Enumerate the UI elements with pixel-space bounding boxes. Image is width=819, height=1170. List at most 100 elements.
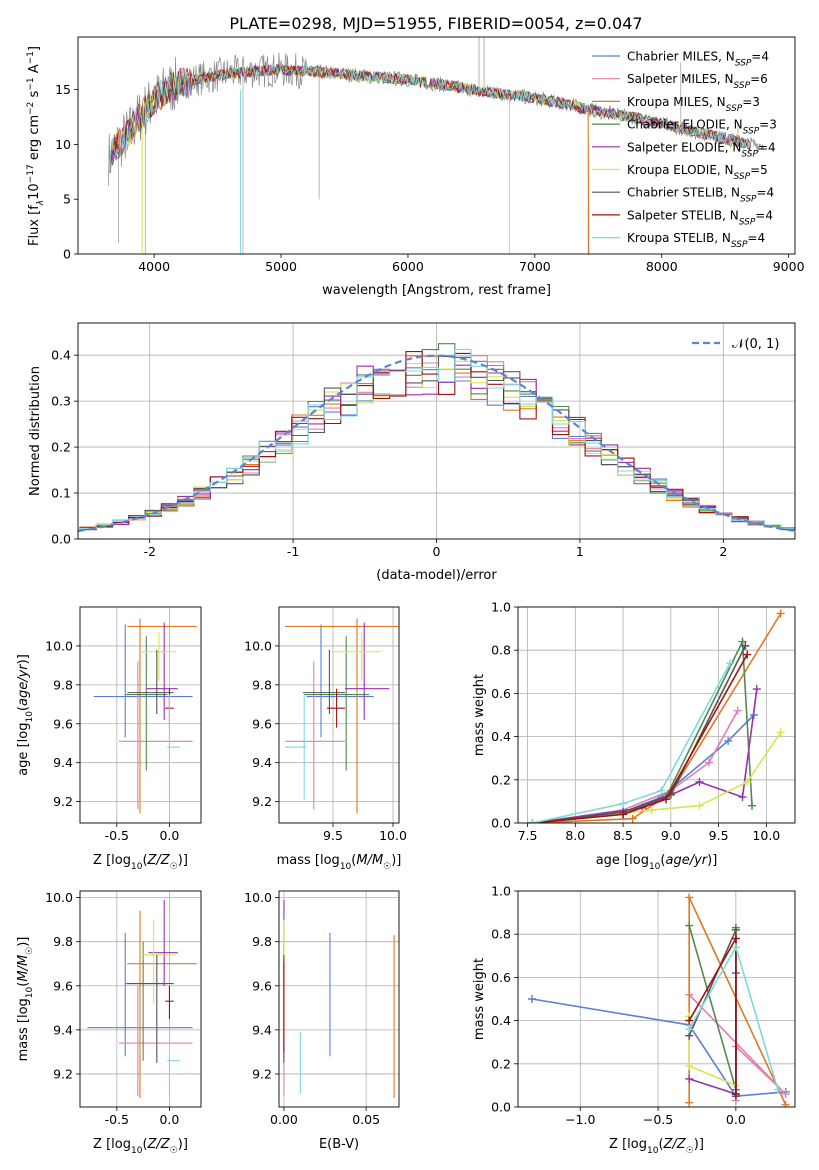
weight_vs_Z-xtick-label: 0.0	[726, 1112, 746, 1127]
weight_vs_age-marker	[695, 801, 704, 810]
mass-vs-Z-xlabel-part: Z [log	[93, 1137, 131, 1152]
residuals-xtick-label: 2	[719, 544, 727, 559]
spectrum-model-line	[109, 64, 751, 173]
spectrum-legend-label-part: SSP	[739, 217, 756, 227]
age-vs-Z-xlabel-part: ☉	[170, 862, 178, 872]
weight_vs_Z-marker	[731, 934, 740, 943]
weight-vs-age-xlabel-part: (	[660, 853, 665, 868]
weight_vs_Z-marker	[685, 1016, 694, 1025]
weight_vs_age-line	[532, 662, 731, 823]
weight_vs_age-marker	[619, 810, 628, 819]
weight_vs_age-xtick-label: 10.0	[752, 828, 780, 843]
mass-vs-Z-xlabel-part: )]	[178, 1137, 188, 1152]
age-vs-Z-xlabel-part: Z [log	[93, 853, 131, 868]
weight_vs_age-marker	[724, 736, 733, 745]
weight_vs_Z-ytick-label: 0.6	[491, 970, 511, 985]
age-vs-Z-xlabel: Z [log10(Z/Z☉)]	[93, 853, 188, 872]
weight_vs_age-marker	[528, 819, 537, 823]
mass_vs_ebv-xtick-label: 0.05	[352, 1112, 380, 1127]
mass-vs-ebv-xlabel: E(B-V)	[319, 1137, 359, 1152]
age-vs-Z-ylabel-part: age/yr	[16, 663, 31, 706]
age_vs_Z-xtick-label: -0.5	[105, 828, 129, 843]
mass_vs_Z-ytick-label: 9.8	[53, 934, 73, 949]
age_vs_Z-ytick-label: 9.2	[53, 794, 73, 809]
weight_vs_Z-ytick-label: 0.4	[491, 1013, 511, 1028]
age_vs_mass-series	[285, 618, 399, 814]
spectrum-legend-label-part: Chabrier ELODIE, N	[627, 118, 743, 132]
spectrum-ytick-label: 5	[63, 192, 71, 207]
weight_vs_age-line	[532, 731, 782, 823]
weight_vs_age-xtick-label: 9.0	[661, 828, 681, 843]
weight_vs_Z-ytick-label: 0.8	[491, 927, 511, 942]
age-vs-mass-xlabel-part: 10	[340, 862, 352, 872]
age_vs_mass-ytick-label: 9.6	[252, 716, 272, 731]
weight_vs_age-ytick-label: 0.2	[491, 772, 511, 787]
spectrum-legend-label-part: =3	[759, 118, 777, 132]
weight_vs_Z-line	[688, 1016, 737, 1087]
weight_vs_Z-marker	[528, 995, 537, 1003]
spectrum-legend-label-part: =4	[747, 231, 765, 245]
spectrum-legend-label-part: =4	[755, 208, 773, 222]
spectrum-legend-label: Salpeter ELODIE, NSSP=4	[627, 140, 776, 159]
weight_vs_Z-ytick-label: 0.0	[491, 1100, 511, 1115]
age-vs-Z-xlabel-part: 10	[131, 862, 143, 872]
spectrum-legend-label-part: Salpeter STELIB, N	[627, 208, 739, 222]
spectrum-ytick-label: 10	[55, 137, 71, 152]
weight_vs_Z-ytick-label: 1.0	[491, 884, 511, 899]
weight_vs_age-marker	[726, 659, 735, 668]
spectrum-legend-label-part: Kroupa ELODIE, N	[627, 163, 734, 177]
spectrum-legend-label: Kroupa ELODIE, NSSP=5	[627, 163, 768, 182]
residuals-ytick-label: 0.1	[51, 486, 71, 501]
residuals-legend-label: 𝒩(0, 1)	[732, 337, 779, 352]
spectrum-legend-label-part: SSP	[734, 172, 751, 182]
age-vs-Z-xlabel-part: Z/Z	[147, 853, 171, 868]
spectrum-ylabel-part: −17	[26, 164, 36, 183]
residuals-xtick-label: -2	[143, 544, 155, 559]
mass_vs_Z-frame	[79, 890, 202, 1108]
spectrum-legend-label-part: Salpeter MILES, N	[627, 72, 734, 86]
spectrum-ylabel-part: −1	[26, 51, 36, 64]
spectrum-legend-label-part: SSP	[740, 195, 757, 205]
weight_vs_age-ytick-label: 1.0	[491, 600, 511, 615]
weight_vs_age-marker	[776, 728, 785, 737]
spectrum-ylabel-part: Flux [f	[27, 205, 42, 246]
age_vs_Z-ytick-label: 10.0	[45, 638, 73, 653]
weight_vs_age-marker	[738, 637, 747, 646]
weight_vs_Z-marker	[781, 1090, 790, 1099]
weight_vs_age-xtick-label: 9.5	[709, 828, 729, 843]
mass-vs-Z-xlabel-part: 10	[131, 1146, 143, 1156]
weight_vs_age-xtick-label: 8.5	[613, 828, 633, 843]
spectrum-frame	[77, 36, 796, 255]
weight_vs_Z-marker	[685, 1074, 694, 1083]
age_vs_Z-xtick-label: 0.0	[159, 828, 179, 843]
weight_vs_Z-line	[688, 945, 779, 1090]
age_vs_mass-xtick-label: 9.5	[323, 828, 343, 843]
mass-vs-Z-ylabel-part: M/M	[16, 955, 31, 982]
mass-vs-Z-xlabel-part: Z/Z	[147, 1137, 171, 1152]
spectrum-legend-label-part: =4	[758, 140, 776, 154]
weight_vs_age-ytick-label: 0.6	[491, 686, 511, 701]
age_vs_Z-ytick-label: 9.4	[53, 755, 73, 770]
mass_vs_ebv-ytick-label: 9.6	[252, 978, 272, 993]
age-vs-Z-ylabel-part: )]	[16, 654, 31, 664]
weight-vs-Z-xlabel-part: (	[658, 1137, 663, 1152]
residuals-xtick-label: 0	[433, 544, 441, 559]
weight_vs_Z-marker	[685, 1025, 694, 1034]
age-vs-mass-xlabel-part: (	[351, 853, 356, 868]
age-vs-Z-ylabel: age [log10(age/yr)]	[16, 654, 35, 776]
spectrum-legend-label-part: Kroupa MILES, N	[627, 95, 726, 109]
weight_vs_age-line	[532, 613, 782, 823]
spectrum-legend-label-part: =4	[757, 186, 775, 200]
age-vs-mass-xlabel-part: ☉	[383, 862, 391, 872]
spectrum-xtick-label: 6000	[392, 259, 424, 274]
spectrum-ylabel-part: λ	[36, 200, 46, 206]
weight_vs_Z-ytick-label: 0.2	[491, 1056, 511, 1071]
weight_vs_age-marker	[647, 806, 656, 815]
weight-vs-Z-xlabel: Z [log10(Z/Z☉)]	[609, 1137, 704, 1156]
weight_vs_age-marker	[776, 609, 785, 618]
mass_vs_Z-series	[87, 899, 197, 1099]
mass-vs-Z-xlabel: Z [log10(Z/Z☉)]	[93, 1137, 188, 1156]
weight_vs_Z-frame	[517, 890, 796, 1108]
residuals-ytick-label: 0.2	[51, 440, 71, 455]
spectrum-xtick-label: 7000	[519, 259, 551, 274]
